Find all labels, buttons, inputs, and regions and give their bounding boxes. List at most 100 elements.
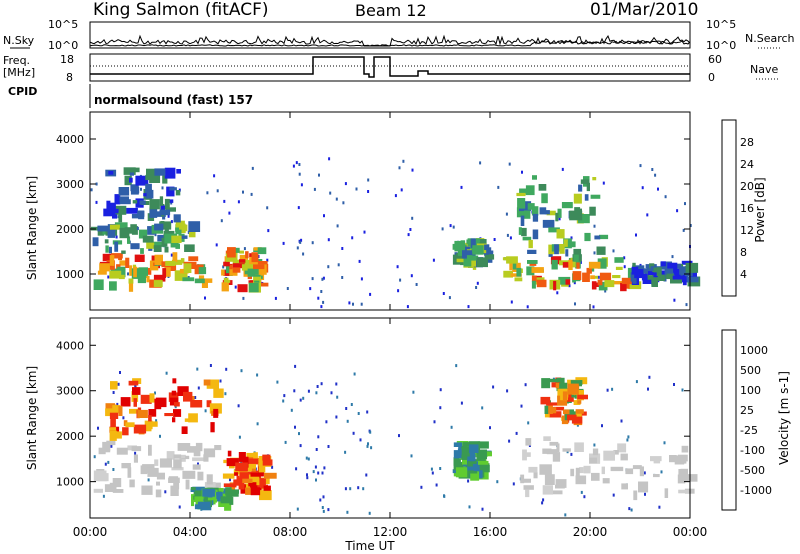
echo-cell-7 xyxy=(667,262,678,273)
echo-cell-6 xyxy=(594,235,601,240)
echo-cell-0 xyxy=(162,268,167,278)
echo-cell-2 xyxy=(173,214,181,223)
noise-cell xyxy=(165,371,168,375)
echo-cell-6 xyxy=(516,192,526,197)
noise-cell xyxy=(541,501,544,505)
echo-cell-3 xyxy=(239,250,244,254)
noise-cell xyxy=(312,470,315,474)
echo-cell-2 xyxy=(131,213,143,219)
noise-cell xyxy=(601,424,603,428)
echo-cell-4 xyxy=(468,444,479,454)
echo-cell-2 xyxy=(223,459,227,464)
echo-cell-1 xyxy=(122,427,129,436)
echo-cell-1 xyxy=(137,409,148,418)
noise-cell xyxy=(197,462,199,466)
echo-cell-0 xyxy=(155,489,162,498)
noise-cell xyxy=(664,195,667,199)
echo-cell-5 xyxy=(552,452,561,462)
noise-cell xyxy=(298,172,301,176)
echo-cell-5 xyxy=(602,478,610,484)
noise-cell xyxy=(187,231,190,234)
noise-cell xyxy=(335,415,338,419)
noise-cell xyxy=(154,233,157,237)
echo-cell-5 xyxy=(590,275,595,280)
noise-cell xyxy=(628,507,631,511)
noise-cell xyxy=(510,300,513,304)
noise-cell xyxy=(561,167,564,171)
echo-cell-3 xyxy=(237,284,248,293)
echo-cell-5 xyxy=(526,266,535,276)
noise-cell xyxy=(330,391,333,395)
nsky-tick-top: 10^5 xyxy=(48,18,78,31)
echo-cell-3 xyxy=(221,269,225,276)
echo-cell-4 xyxy=(469,450,475,462)
noise-cell xyxy=(353,372,356,376)
noise-cell xyxy=(313,187,316,191)
noise-cell xyxy=(327,238,330,242)
noise-cell xyxy=(305,456,308,460)
echo-cell-5 xyxy=(570,257,576,268)
echo-cell-6 xyxy=(575,409,584,414)
echo-cell-1 xyxy=(105,245,109,253)
echo-cell-6 xyxy=(548,244,554,255)
noise-cell xyxy=(349,487,352,491)
noise-cell xyxy=(110,444,113,448)
noise-cell xyxy=(327,445,330,448)
velocity-cells xyxy=(93,364,698,517)
echo-cell-1 xyxy=(104,239,109,244)
noise-cell xyxy=(439,406,442,410)
echo-cell-0 xyxy=(187,446,197,453)
nsky-panel: N.Sky 10^5 10^0 10^5 10^0 N.Search xyxy=(3,18,795,52)
noise-cell xyxy=(213,174,216,178)
echo-cell-2 xyxy=(223,483,237,488)
echo-cell-1 xyxy=(120,397,131,407)
echo-cell-0 xyxy=(140,465,147,475)
noise-cell xyxy=(460,401,463,405)
echo-cell-3 xyxy=(227,247,236,258)
echo-cell-4 xyxy=(470,471,480,481)
echo-cell-5 xyxy=(621,483,628,490)
colorbar-tick-label: 4 xyxy=(740,268,747,281)
x-axis-label: Time UT xyxy=(344,539,395,553)
echo-cell-2 xyxy=(112,214,118,219)
noise-cell xyxy=(643,471,646,475)
echo-cell-2 xyxy=(133,167,140,173)
noise-cell xyxy=(570,452,573,456)
echo-cell-0 xyxy=(156,472,165,480)
noise-cell xyxy=(509,236,512,240)
echo-cell-0 xyxy=(106,444,111,451)
echo-cell-2 xyxy=(248,482,257,487)
noise-cell xyxy=(646,213,649,217)
echo-cell-6 xyxy=(551,406,565,411)
noise-cell xyxy=(295,161,298,165)
echo-cell-2 xyxy=(107,202,116,211)
noise-cell xyxy=(294,364,297,368)
echo-cell-5 xyxy=(551,490,563,495)
noise-cell xyxy=(290,408,293,412)
noise-cell xyxy=(104,462,107,466)
noise-cell xyxy=(363,230,366,234)
echo-cell-0 xyxy=(214,445,222,451)
echo-cell-0 xyxy=(153,280,163,288)
echo-cell-3 xyxy=(221,282,229,292)
echo-cell-2 xyxy=(238,478,245,490)
noise-cell xyxy=(155,419,158,423)
echo-cell-5 xyxy=(582,272,590,282)
noise-cell xyxy=(520,404,523,408)
echo-cell-7 xyxy=(665,268,674,274)
echo-cell-6 xyxy=(596,246,606,255)
echo-cell-5 xyxy=(503,270,513,278)
echo-cell-6 xyxy=(565,249,569,257)
beam-title: Beam 12 xyxy=(355,1,427,20)
nave-tick-top: 60 xyxy=(708,53,722,66)
echo-cell-6 xyxy=(592,177,597,181)
noise-cell xyxy=(95,182,98,186)
echo-cell-3 xyxy=(217,492,221,502)
noise-cell xyxy=(204,296,206,300)
echo-cell-7 xyxy=(670,276,682,284)
noise-cell xyxy=(346,419,349,423)
echo-cell-7 xyxy=(634,269,644,279)
echo-cell-3 xyxy=(257,247,267,255)
noise-cell xyxy=(362,487,365,491)
date-title: 01/Mar/2010 xyxy=(590,0,698,20)
